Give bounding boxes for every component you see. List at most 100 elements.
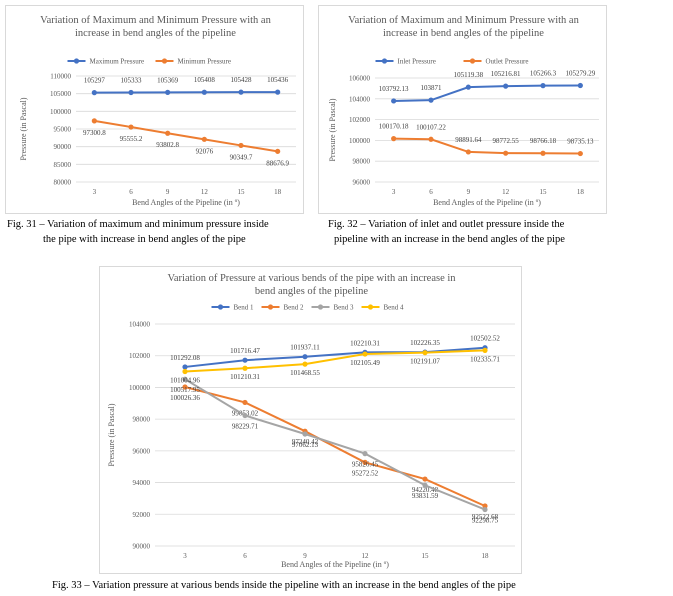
- data-point: [242, 365, 248, 371]
- chart-title-line: Variation of Maximum and Minimum Pressur…: [348, 15, 579, 26]
- data-label: 102335.71: [470, 355, 500, 363]
- data-label: 103792.13: [379, 85, 409, 93]
- data-label: 93802.8: [156, 141, 179, 149]
- legend-swatch-marker: [267, 304, 274, 310]
- y-tick-label: 106000: [349, 75, 371, 83]
- data-label: 92522.68: [472, 513, 499, 521]
- data-point: [165, 130, 171, 136]
- y-tick-label: 102000: [349, 116, 371, 124]
- x-axis-title: Bend Angles of the Pipeline (in º): [433, 198, 541, 207]
- y-tick-label: 95000: [54, 126, 72, 134]
- data-label: 102210.31: [350, 339, 380, 347]
- data-label: 103871: [421, 84, 443, 92]
- chart-max-min-pressure: Variation of Maximum and Minimum Pressur…: [5, 5, 304, 214]
- y-tick-label: 100000: [129, 384, 151, 392]
- data-point: [182, 384, 188, 390]
- legend-swatch-marker: [317, 304, 324, 310]
- data-point: [540, 150, 546, 156]
- x-tick-label: 3: [183, 552, 187, 560]
- y-tick-label: 110000: [50, 73, 71, 81]
- series-line: [184, 378, 486, 511]
- data-label: 97062.13: [292, 441, 319, 449]
- y-tick-label: 104000: [129, 321, 151, 329]
- data-label: 100170.18: [379, 123, 409, 131]
- data-label: 101292.08: [170, 354, 200, 362]
- legend-entry: Maximum Pressure: [90, 58, 145, 66]
- fig31-caption-line2: the pipe with increase in bend angles of…: [43, 234, 246, 245]
- data-point: [182, 368, 188, 375]
- data-label: 102105.49: [350, 359, 380, 367]
- chart-title-line: increase in bend angles of the pipeline: [383, 28, 544, 39]
- data-label: 95272.52: [352, 469, 379, 477]
- data-point: [577, 82, 583, 89]
- data-label: 105216.81: [491, 70, 521, 78]
- data-point: [465, 84, 471, 90]
- data-label: 102226.35: [410, 339, 440, 347]
- y-tick-label: 96000: [353, 179, 371, 187]
- y-tick-label: 102000: [129, 352, 151, 360]
- data-label: 101468.55: [290, 369, 320, 377]
- x-tick-label: 3: [93, 188, 97, 196]
- data-point: [428, 97, 434, 103]
- fig31-caption: Fig. 31 – Variation of maximum and minim…: [7, 217, 307, 247]
- data-label: 101716.47: [230, 347, 260, 355]
- legend-entry: Bend 1: [234, 304, 255, 312]
- data-point: [242, 399, 248, 406]
- data-point: [482, 347, 488, 353]
- x-tick-label: 12: [362, 552, 370, 560]
- data-point: [428, 136, 434, 142]
- data-point: [128, 89, 134, 96]
- data-label: 100517.95: [170, 386, 200, 394]
- data-point: [238, 89, 244, 95]
- data-point: [91, 118, 97, 124]
- data-label: 97240.42: [292, 438, 319, 446]
- series-line: [393, 137, 581, 155]
- legend-entry: Bend 4: [384, 304, 405, 312]
- data-label: 105408: [194, 76, 216, 84]
- data-point: [275, 148, 281, 154]
- data-label: 98772.55: [493, 137, 520, 145]
- legend-swatch-marker: [469, 58, 476, 64]
- data-label: 94220.48: [412, 486, 439, 494]
- y-tick-label: 98000: [353, 158, 371, 166]
- y-tick-label: 85000: [54, 161, 72, 169]
- data-label: 101937.11: [290, 344, 320, 352]
- data-label: 93831.59: [412, 492, 439, 500]
- y-tick-label: 94000: [133, 479, 151, 487]
- x-tick-label: 6: [243, 552, 247, 560]
- x-tick-label: 15: [540, 188, 548, 196]
- data-point: [362, 451, 368, 457]
- x-tick-label: 9: [166, 188, 170, 196]
- y-tick-label: 100000: [50, 108, 72, 116]
- data-label: 95555.2: [120, 135, 143, 143]
- data-label: 98891.64: [455, 136, 482, 144]
- data-label: 105333: [121, 76, 143, 84]
- fig32-caption-line1: Fig. 32 – Variation of inlet and outlet …: [328, 219, 565, 230]
- data-label: 90349.7: [230, 153, 253, 161]
- data-point: [577, 150, 583, 157]
- series-line: [184, 349, 486, 373]
- data-label: 98766.18: [530, 137, 557, 145]
- data-point: [422, 350, 428, 356]
- legend-entry: Minimum Pressure: [178, 58, 231, 66]
- data-point: [503, 83, 509, 89]
- fig31-caption-line1: Fig. 31 – Variation of maximum and minim…: [7, 219, 269, 230]
- series-line: [94, 119, 278, 153]
- data-point: [238, 142, 244, 149]
- data-point: [242, 412, 248, 419]
- y-tick-label: 90000: [133, 543, 151, 551]
- chart-title-line: bend angles of the pipeline: [255, 286, 368, 297]
- data-point: [422, 482, 428, 488]
- x-tick-label: 9: [303, 552, 307, 560]
- y-axis-title: Pressure (in Pascal): [19, 97, 28, 160]
- data-point: [362, 351, 368, 357]
- chart-title: Variation of Maximum and Minimum Pressur…: [348, 15, 579, 39]
- x-tick-label: 18: [577, 188, 585, 196]
- data-point: [482, 506, 488, 513]
- data-point: [362, 459, 368, 465]
- x-tick-label: 9: [467, 188, 471, 196]
- data-label: 98735.13: [567, 138, 594, 146]
- legend-entry: Bend 2: [284, 304, 305, 312]
- legend-entry: Bend 3: [334, 304, 355, 312]
- data-point: [302, 431, 308, 437]
